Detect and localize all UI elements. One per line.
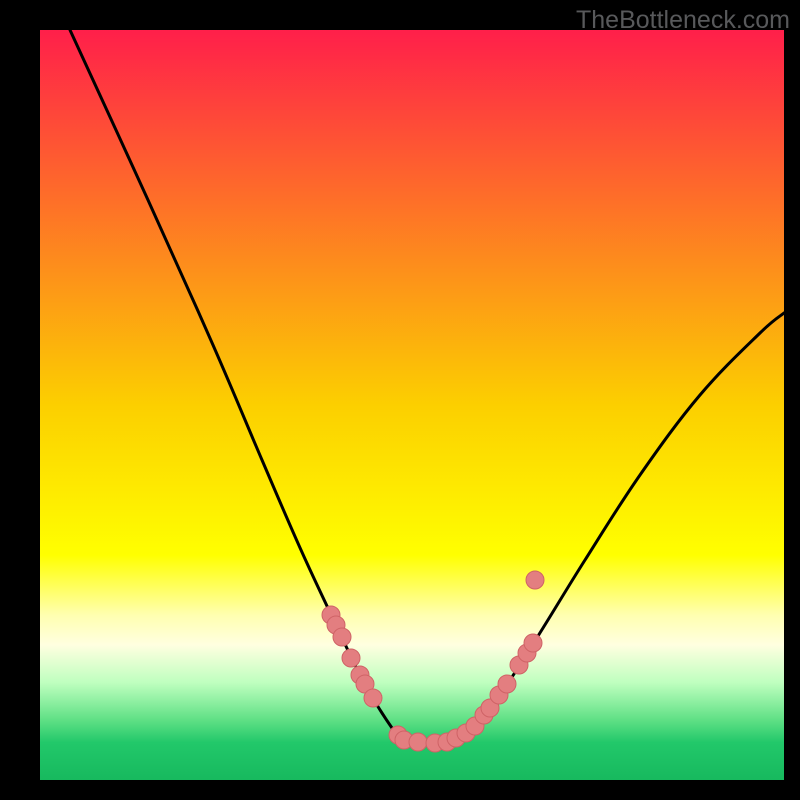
- data-marker: [524, 634, 542, 652]
- watermark-text: TheBottleneck.com: [576, 6, 790, 35]
- data-marker: [342, 649, 360, 667]
- data-marker: [498, 675, 516, 693]
- data-marker: [333, 628, 351, 646]
- bottleneck-chart: [40, 30, 784, 780]
- chart-frame: TheBottleneck.com: [0, 0, 800, 800]
- data-marker: [526, 571, 544, 589]
- data-marker: [364, 689, 382, 707]
- data-marker: [409, 733, 427, 751]
- gradient-background: [40, 30, 784, 780]
